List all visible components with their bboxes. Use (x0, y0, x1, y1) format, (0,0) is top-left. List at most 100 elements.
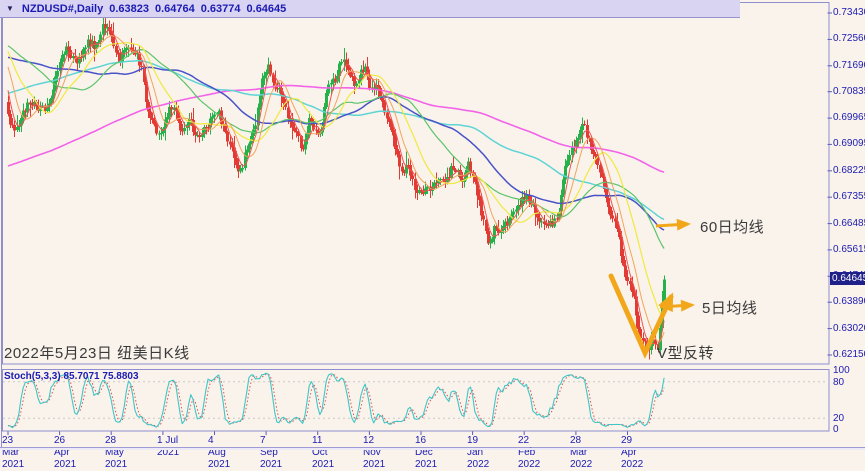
dropdown-arrow-icon[interactable]: ▼ (6, 4, 14, 13)
candle-body (439, 179, 442, 181)
candle-body (76, 58, 79, 64)
candle-body (558, 211, 561, 219)
candle-body (179, 121, 182, 131)
candle-body (267, 64, 270, 73)
candle-body (592, 149, 595, 155)
candle-body (657, 343, 660, 350)
candle-body (67, 46, 70, 50)
candles-layer[interactable] (7, 17, 666, 360)
candle-body (168, 107, 171, 117)
candle-body (469, 161, 472, 173)
candle-body (633, 292, 636, 297)
v-reversal-label: V型反转 (657, 345, 715, 362)
candle-body (512, 211, 515, 215)
candle-body (596, 156, 599, 166)
candle-body (396, 148, 399, 155)
ohlc-close: 0.64645 (246, 2, 287, 15)
ma5-arrow[interactable] (659, 299, 695, 312)
date-label: 19 Jan 2022 (467, 435, 490, 470)
candle-body (420, 190, 423, 192)
candle-body (497, 228, 500, 233)
candle-body (338, 63, 341, 77)
candle-body (383, 101, 386, 113)
candle-body (265, 72, 268, 76)
candle-body (642, 338, 645, 341)
candle-body (282, 95, 285, 104)
candle-body (33, 102, 36, 105)
candle-body (422, 191, 425, 195)
candle-body (61, 55, 64, 63)
date-label: 22 Feb 2022 (518, 435, 541, 470)
ma60-annotation-label: 60日均线 (700, 219, 765, 236)
candle-body (433, 182, 436, 188)
candle-body (140, 65, 143, 67)
candle-body (644, 340, 647, 342)
candle-body (117, 52, 120, 55)
candle-body (611, 215, 614, 219)
chart-canvas[interactable] (0, 0, 865, 450)
candle-body (390, 121, 393, 130)
candle-body (211, 116, 214, 119)
candle-body (192, 120, 195, 133)
candle-body (566, 160, 569, 166)
candle-body (493, 226, 496, 239)
date-label: 1 Jul 2021 (157, 435, 180, 458)
ma60-arrow[interactable] (655, 218, 691, 231)
candle-body (209, 118, 212, 128)
candle-body (590, 137, 593, 150)
candle-body (614, 218, 617, 222)
ohlc-low: 0.63774 (200, 2, 241, 15)
candle-body (54, 76, 57, 90)
stochastic-lines-layer (7, 372, 665, 429)
candle-body (132, 49, 135, 53)
v-reversal-shape[interactable] (608, 273, 674, 360)
candle-body (654, 339, 657, 344)
candle-body (115, 46, 118, 53)
candle-body (119, 54, 122, 62)
candle-body (280, 87, 283, 96)
candle-body (261, 78, 264, 95)
candle-body (26, 102, 29, 113)
candle-body (603, 176, 606, 190)
candle-body (364, 66, 367, 73)
candle-body (362, 69, 365, 73)
candle-body (257, 107, 260, 126)
candle-body (59, 62, 62, 72)
candle-body (56, 71, 59, 77)
candle-body (69, 49, 72, 58)
candle-body (330, 83, 333, 85)
ma-line-ma200 (7, 84, 665, 173)
candle-body (334, 78, 337, 82)
candle-body (46, 106, 49, 111)
candle-body (454, 169, 457, 173)
candle-body (263, 75, 266, 79)
candle-body (244, 152, 247, 168)
candle-body (63, 54, 66, 56)
candle-body (213, 114, 216, 117)
candle-body (476, 182, 479, 196)
window-bottom-edge (0, 448, 865, 450)
candle-body (112, 35, 115, 47)
candle-body (306, 132, 309, 140)
symbol-timeframe: NZDUSD#,Daily (21, 2, 104, 15)
candle-body (254, 125, 257, 130)
candle-body (24, 110, 27, 113)
candle-body (482, 215, 485, 220)
candle-body (153, 119, 156, 125)
price-axis-label: 0.65615 (833, 244, 865, 255)
candle-body (203, 126, 206, 134)
candle-body (269, 64, 272, 75)
candle-body (405, 164, 408, 174)
candle-body (287, 107, 290, 119)
candle-body (426, 186, 429, 189)
date-label: 23 Mar 2021 (2, 435, 25, 470)
candle-body (377, 84, 380, 88)
candle-body (170, 107, 173, 110)
candle-body (347, 65, 350, 71)
candle-body (11, 124, 14, 126)
candle-body (207, 127, 210, 129)
candle-body (605, 189, 608, 198)
candle-body (564, 165, 567, 180)
